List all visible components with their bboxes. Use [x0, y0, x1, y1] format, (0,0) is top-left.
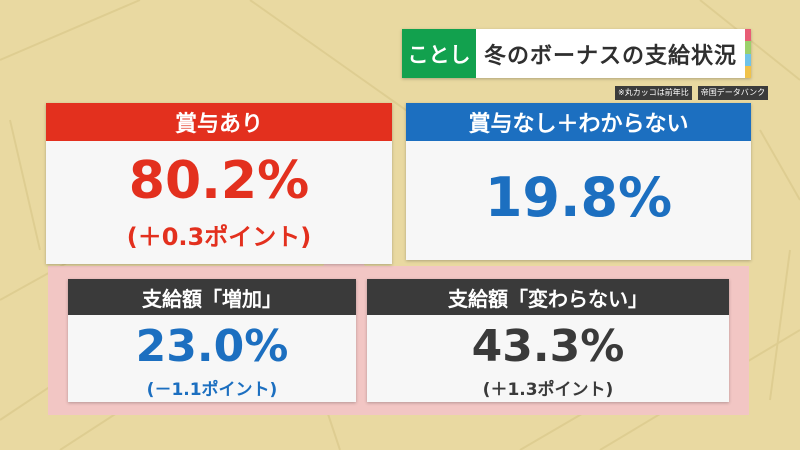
increase-value: 23.0% — [135, 321, 289, 372]
unchanged-value: 43.3% — [471, 321, 625, 372]
increase-change: (－1.1ポイント) — [146, 380, 278, 400]
note-row: ※丸カッコは前年比 帝国データバンク — [615, 86, 769, 100]
source-note: 帝国データバンク — [697, 86, 769, 100]
increase-label: 支給額「増加」 — [142, 286, 282, 311]
bonus-no-header: 賞与なし＋わからない — [406, 103, 751, 141]
increase-card: 支給額「増加」 23.0% (－1.1ポイント) — [68, 279, 356, 402]
unchanged-label: 支給額「変わらない」 — [448, 286, 648, 311]
bonus-yes-label: 賞与あり — [174, 112, 263, 137]
bonus-no-value: 19.8% — [484, 166, 673, 229]
comparison-note: ※丸カッコは前年比 — [615, 86, 692, 100]
unchanged-card: 支給額「変わらない」 43.3% (＋1.3ポイント) — [367, 279, 729, 402]
title-text: 冬のボーナスの支給状況 — [484, 43, 738, 69]
bonus-yes-header: 賞与あり — [46, 103, 392, 141]
title-tag: ことし — [402, 29, 476, 78]
unchanged-header: 支給額「変わらない」 — [367, 279, 729, 315]
unchanged-change: (＋1.3ポイント) — [482, 380, 614, 400]
bonus-no-label: 賞与なし＋わからない — [468, 112, 689, 137]
bonus-yes-change: (＋0.3ポイント) — [126, 223, 312, 251]
bonus-no-card: 賞与なし＋わからない 19.8% — [406, 103, 751, 260]
increase-header: 支給額「増加」 — [68, 279, 356, 315]
bonus-yes-card: 賞与あり 80.2% (＋0.3ポイント) — [46, 103, 392, 264]
bonus-yes-value: 80.2% — [128, 151, 310, 211]
title-box: ことし 冬のボーナスの支給状況 — [402, 29, 751, 78]
title-color-stripes — [745, 29, 751, 78]
